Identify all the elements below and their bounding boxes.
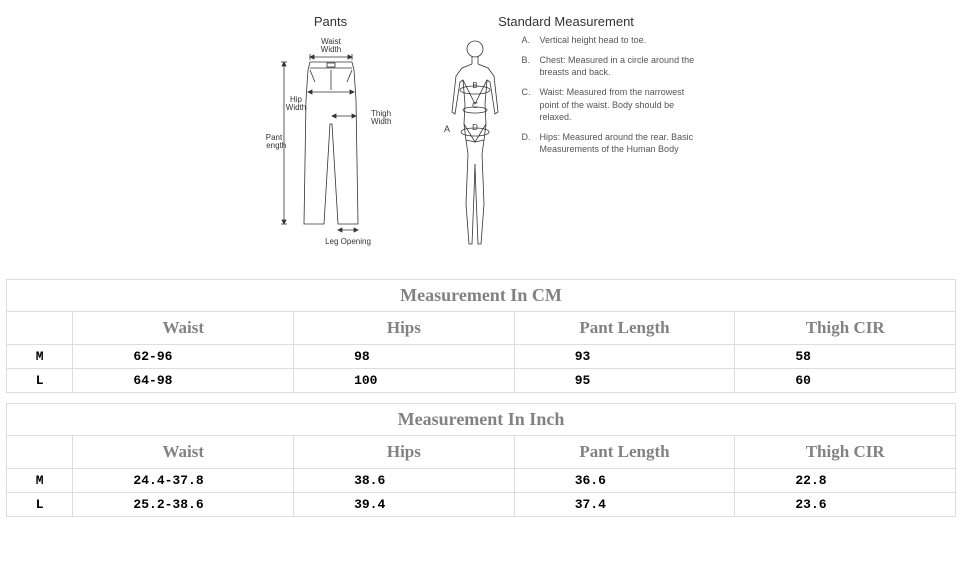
cm-col-2: Pant Length	[514, 312, 735, 345]
table-row: M62-96989358	[7, 345, 956, 369]
table-inch: Measurement In Inch Waist Hips Pant Leng…	[6, 403, 956, 517]
inch-title: Measurement In Inch	[7, 404, 956, 436]
definition-item: C.Waist: Measured from the narrowest poi…	[522, 86, 697, 122]
definition-text: Waist: Measured from the narrowest point…	[540, 86, 697, 122]
value-cell: 98	[294, 345, 515, 369]
definition-item: D.Hips: Measured around the rear. Basic …	[522, 131, 697, 155]
value-cell: 60	[735, 369, 956, 393]
pant-length-label-2: Length	[266, 141, 286, 150]
definition-key: D.	[522, 131, 540, 155]
value-cell: 25.2-38.6	[73, 493, 294, 517]
value-cell: 100	[294, 369, 515, 393]
definition-text: Vertical height head to toe.	[540, 34, 647, 46]
cm-body: M62-96989358L64-981009560	[7, 345, 956, 393]
definition-key: C.	[522, 86, 540, 122]
cm-title: Measurement In CM	[7, 280, 956, 312]
inch-col-1: Hips	[294, 436, 515, 469]
value-cell: 58	[735, 345, 956, 369]
cm-col-1: Hips	[294, 312, 515, 345]
pants-title: Pants	[266, 14, 396, 29]
letter-c: C	[472, 101, 478, 110]
inch-header-row: Waist Hips Pant Length Thigh CIR	[7, 436, 956, 469]
value-cell: 24.4-37.8	[73, 469, 294, 493]
value-cell: 23.6	[735, 493, 956, 517]
body-svg: A B C D	[436, 34, 514, 264]
size-cell: M	[7, 345, 73, 369]
cm-header-row: Waist Hips Pant Length Thigh CIR	[7, 312, 956, 345]
table-row: M24.4-37.838.636.622.8	[7, 469, 956, 493]
cm-col-3: Thigh CIR	[735, 312, 956, 345]
pants-svg: Waist Width Hip Width Thigh Width Pant L…	[266, 34, 396, 264]
definition-text: Hips: Measured around the rear. Basic Me…	[540, 131, 697, 155]
diagram-section: Pants	[0, 0, 962, 279]
table-cm: Measurement In CM Waist Hips Pant Length…	[6, 279, 956, 393]
table-row: L64-981009560	[7, 369, 956, 393]
value-cell: 38.6	[294, 469, 515, 493]
definition-key: B.	[522, 54, 540, 78]
inch-col-3: Thigh CIR	[735, 436, 956, 469]
cm-col-0: Waist	[73, 312, 294, 345]
value-cell: 39.4	[294, 493, 515, 517]
letter-a: A	[444, 124, 450, 134]
value-cell: 36.6	[514, 469, 735, 493]
definition-item: A.Vertical height head to toe.	[522, 34, 697, 46]
value-cell: 37.4	[514, 493, 735, 517]
tables-section: Measurement In CM Waist Hips Pant Length…	[0, 279, 962, 517]
body-diagram-block: Standard Measurement	[436, 14, 697, 264]
size-cell: L	[7, 369, 73, 393]
definition-item: B.Chest: Measured in a circle around the…	[522, 54, 697, 78]
inch-col-2: Pant Length	[514, 436, 735, 469]
definition-key: A.	[522, 34, 540, 46]
table-row: L25.2-38.639.437.423.6	[7, 493, 956, 517]
value-cell: 64-98	[73, 369, 294, 393]
pants-diagram-block: Pants	[266, 14, 396, 269]
definitions-list: A.Vertical height head to toe.B.Chest: M…	[522, 34, 697, 163]
leg-opening-label: Leg Opening	[325, 237, 371, 246]
inch-size-blank	[7, 436, 73, 469]
size-cell: M	[7, 469, 73, 493]
definition-text: Chest: Measured in a circle around the b…	[540, 54, 697, 78]
letter-b: B	[472, 81, 477, 90]
inch-body: M24.4-37.838.636.622.8L25.2-38.639.437.4…	[7, 469, 956, 517]
thigh-width-label-2: Width	[371, 117, 391, 126]
value-cell: 93	[514, 345, 735, 369]
inch-col-0: Waist	[73, 436, 294, 469]
body-title: Standard Measurement	[436, 14, 697, 29]
value-cell: 22.8	[735, 469, 956, 493]
hip-width-label-2: Width	[285, 103, 305, 112]
waist-width-label-2: Width	[320, 45, 340, 54]
value-cell: 62-96	[73, 345, 294, 369]
letter-d: D	[472, 123, 478, 132]
value-cell: 95	[514, 369, 735, 393]
size-cell: L	[7, 493, 73, 517]
cm-size-blank	[7, 312, 73, 345]
